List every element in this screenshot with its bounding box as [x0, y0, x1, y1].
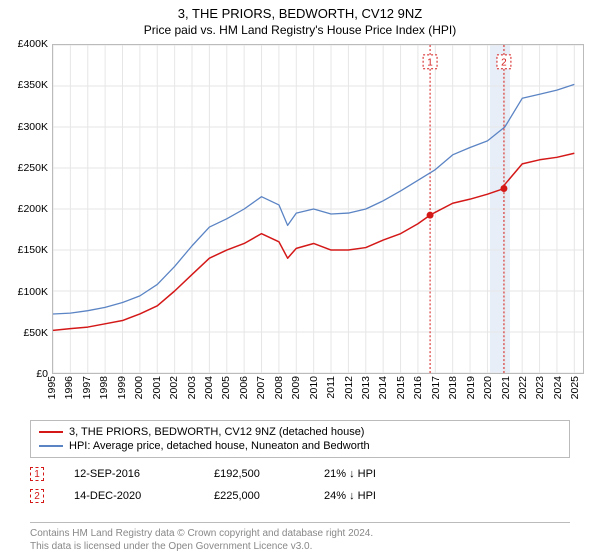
y-tick-label: £150K: [18, 244, 48, 256]
x-axis-ticks: 1995199619971998199920002001200220032004…: [52, 376, 584, 418]
x-tick-label: 1999: [116, 376, 128, 399]
x-tick-label: 2010: [308, 376, 320, 399]
y-tick-label: £350K: [18, 79, 48, 91]
transaction-price: £192,500: [214, 468, 294, 480]
transaction-date: 12-SEP-2016: [74, 468, 184, 480]
transaction-price: £225,000: [214, 490, 294, 502]
transaction-vs-hpi: 21% ↓ HPI: [324, 468, 424, 480]
y-tick-label: £300K: [18, 121, 48, 133]
svg-text:2: 2: [501, 57, 507, 68]
y-tick-label: £50K: [23, 327, 48, 339]
x-tick-label: 2016: [412, 376, 424, 399]
chart-title: 3, THE PRIORS, BEDWORTH, CV12 9NZ: [0, 6, 600, 21]
transaction-marker-number: 2: [30, 489, 44, 503]
x-tick-label: 2015: [395, 376, 407, 399]
legend-swatch: [39, 431, 63, 433]
x-tick-label: 2024: [552, 376, 564, 399]
x-tick-label: 2020: [482, 376, 494, 399]
transaction-marker-number: 1: [30, 467, 44, 481]
legend-label: 3, THE PRIORS, BEDWORTH, CV12 9NZ (detac…: [69, 426, 364, 438]
x-tick-label: 2004: [203, 376, 215, 399]
x-tick-label: 2014: [377, 376, 389, 399]
x-tick-label: 2002: [168, 376, 180, 399]
footer-line-2: This data is licensed under the Open Gov…: [30, 540, 570, 553]
x-tick-label: 2006: [238, 376, 250, 399]
x-tick-label: 2008: [273, 376, 285, 399]
x-tick-label: 2005: [220, 376, 232, 399]
x-tick-label: 2000: [133, 376, 145, 399]
x-tick-label: 2012: [343, 376, 355, 399]
svg-text:1: 1: [427, 57, 433, 68]
chart-subtitle: Price paid vs. HM Land Registry's House …: [0, 23, 600, 37]
x-tick-label: 2023: [534, 376, 546, 399]
x-tick-label: 2022: [517, 376, 529, 399]
x-tick-label: 2001: [151, 376, 163, 399]
y-tick-label: £400K: [18, 38, 48, 50]
legend-label: HPI: Average price, detached house, Nune…: [69, 440, 370, 452]
x-tick-label: 2009: [290, 376, 302, 399]
footer-attribution: Contains HM Land Registry data © Crown c…: [30, 522, 570, 553]
footer-line-1: Contains HM Land Registry data © Crown c…: [30, 527, 570, 540]
x-tick-label: 2003: [186, 376, 198, 399]
title-block: 3, THE PRIORS, BEDWORTH, CV12 9NZ Price …: [0, 0, 600, 37]
x-tick-label: 1998: [98, 376, 110, 399]
transactions-table: 1 12-SEP-2016 £192,500 21% ↓ HPI 2 14-DEC-202…: [30, 463, 570, 507]
x-tick-label: 1996: [63, 376, 75, 399]
x-tick-label: 2018: [447, 376, 459, 399]
chart-plot-area: 12: [52, 44, 584, 374]
legend: 3, THE PRIORS, BEDWORTH, CV12 9NZ (detac…: [30, 420, 570, 458]
chart-svg: 12: [53, 45, 583, 373]
transaction-row: 1 12-SEP-2016 £192,500 21% ↓ HPI: [30, 463, 570, 485]
legend-item: 3, THE PRIORS, BEDWORTH, CV12 9NZ (detac…: [39, 425, 561, 439]
x-tick-label: 1997: [81, 376, 93, 399]
legend-swatch: [39, 445, 63, 447]
x-tick-label: 2013: [360, 376, 372, 399]
transaction-vs-hpi: 24% ↓ HPI: [324, 490, 424, 502]
chart-container: 3, THE PRIORS, BEDWORTH, CV12 9NZ Price …: [0, 0, 600, 560]
x-tick-label: 1995: [46, 376, 58, 399]
x-tick-label: 2011: [325, 376, 337, 399]
y-tick-label: £250K: [18, 162, 48, 174]
transaction-date: 14-DEC-2020: [74, 490, 184, 502]
x-tick-label: 2007: [255, 376, 267, 399]
y-tick-label: £200K: [18, 203, 48, 215]
y-axis-ticks: £0£50K£100K£150K£200K£250K£300K£350K£400…: [0, 44, 50, 374]
x-tick-label: 2021: [500, 376, 512, 399]
legend-item: HPI: Average price, detached house, Nune…: [39, 439, 561, 453]
x-tick-label: 2025: [569, 376, 581, 399]
x-tick-label: 2019: [465, 376, 477, 399]
x-tick-label: 2017: [430, 376, 442, 399]
transaction-row: 2 14-DEC-2020 £225,000 24% ↓ HPI: [30, 485, 570, 507]
y-tick-label: £100K: [18, 286, 48, 298]
